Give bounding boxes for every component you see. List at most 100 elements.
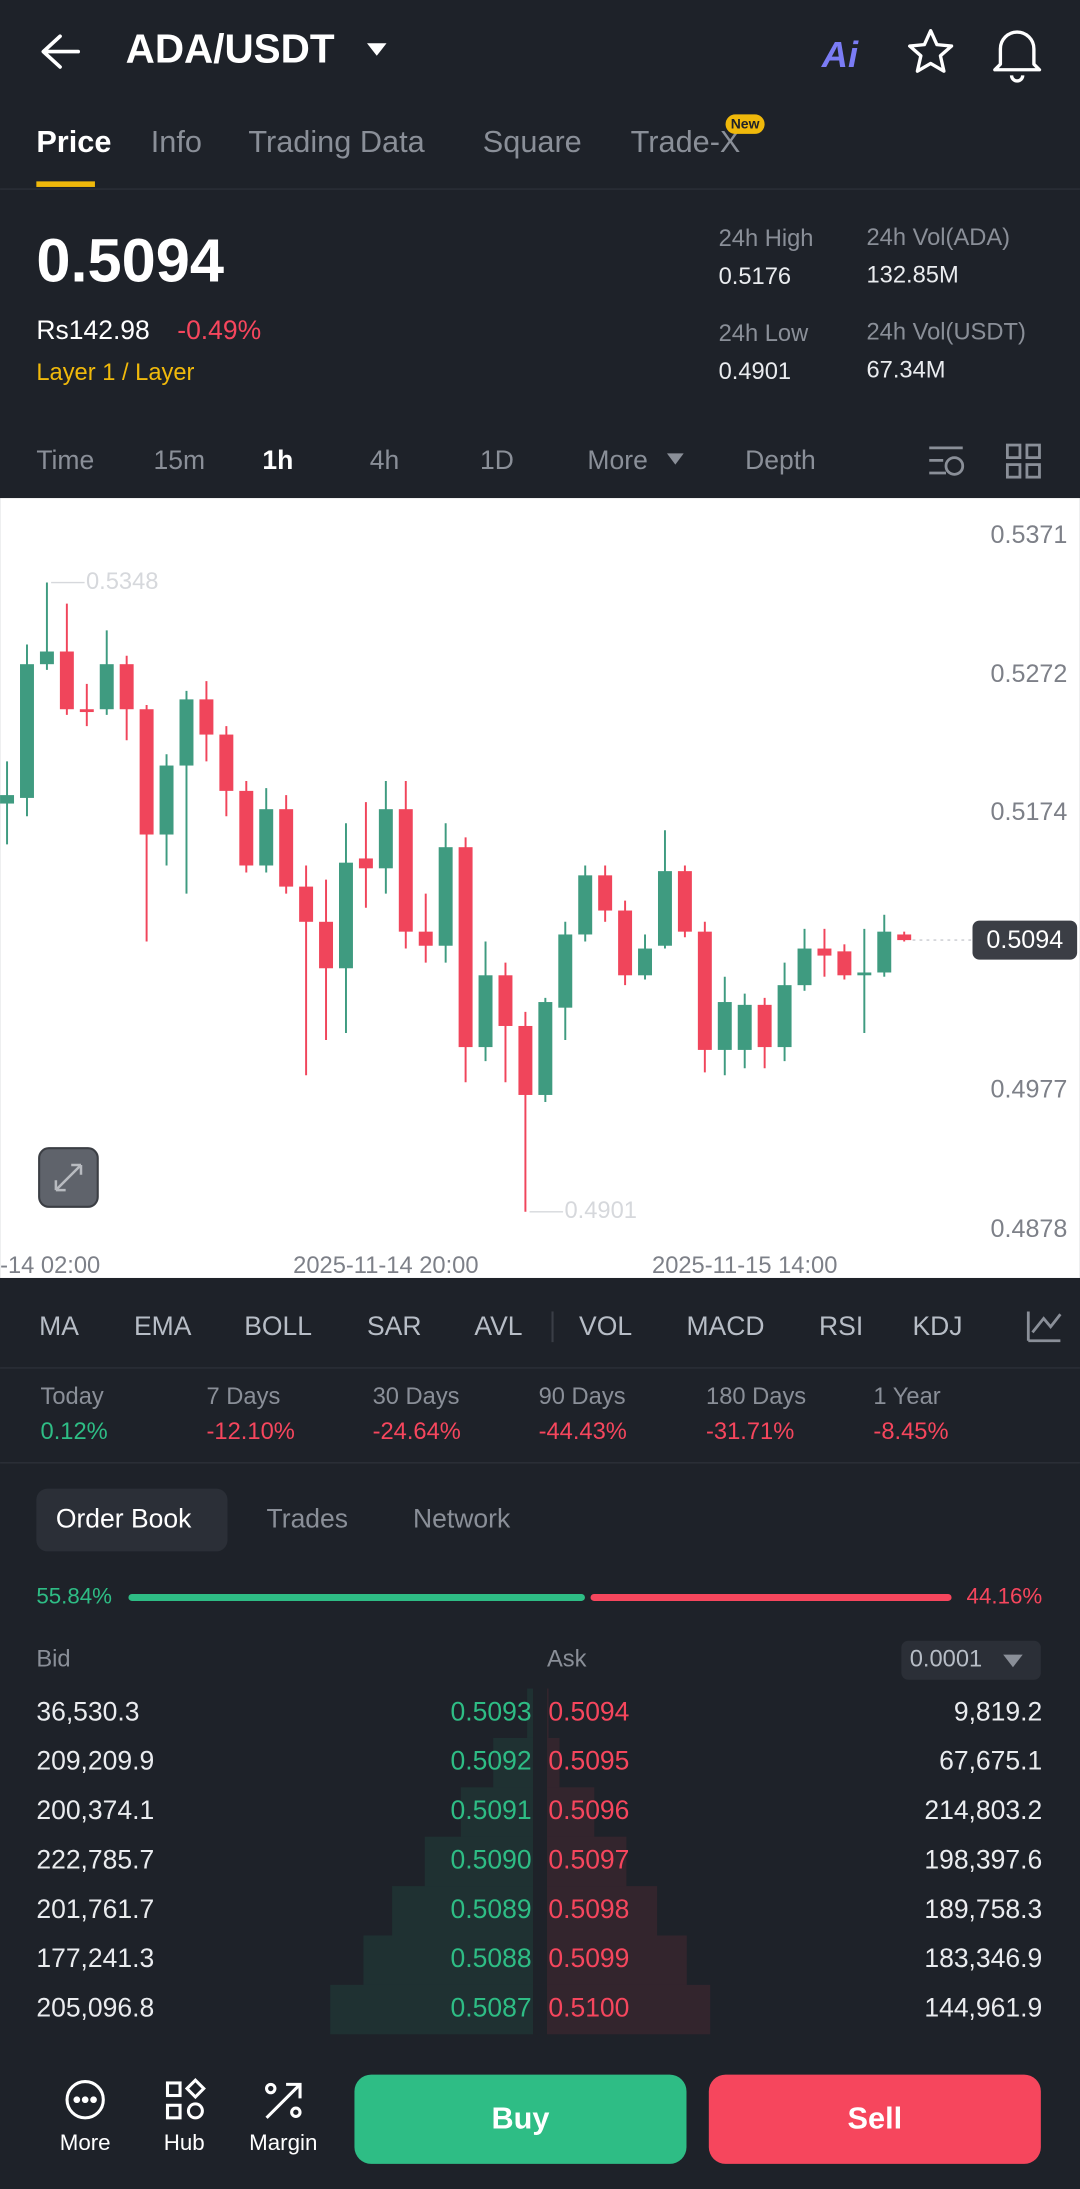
candle-body	[20, 664, 34, 798]
ask-header: Ask	[547, 1647, 587, 1673]
y-tick-label: 0.5371	[991, 521, 1068, 549]
back-button[interactable]	[41, 34, 81, 69]
candle-body	[618, 910, 633, 976]
stat-label: 24h Low	[719, 321, 809, 347]
sector-tag[interactable]: Layer 1 / Layer	[36, 360, 194, 386]
indicator[interactable]: MACD	[686, 1311, 764, 1341]
bid-price: 0.5090	[451, 1844, 532, 1874]
pair-title[interactable]: ADA/USDT	[126, 25, 335, 71]
precision-select[interactable]	[901, 1640, 1041, 1680]
y-tick-label: 0.5174	[991, 798, 1068, 826]
candle-body	[558, 934, 573, 1008]
candle-body	[79, 709, 94, 713]
candle-body	[59, 651, 74, 710]
ask-price: 0.5095	[548, 1746, 629, 1776]
sell-button[interactable]	[708, 2074, 1041, 2164]
bid-ratio: 55.84%	[36, 1583, 112, 1608]
more-icon[interactable]	[65, 2080, 105, 2120]
margin-icon[interactable]	[265, 2082, 302, 2119]
layout-button[interactable]	[1005, 443, 1041, 479]
indicator[interactable]: BOLL	[244, 1311, 312, 1341]
candle-body	[239, 790, 254, 866]
period-change: -31.71%	[706, 1419, 794, 1445]
interval[interactable]: 4h	[370, 445, 399, 475]
stat-value: 67.34M	[866, 357, 945, 383]
book-tab[interactable]: Network	[413, 1504, 511, 1534]
candle-body	[259, 809, 274, 866]
bid-depth	[392, 1886, 534, 1936]
candle-body	[638, 948, 653, 976]
candle-body	[299, 886, 314, 922]
buy-button[interactable]	[354, 2074, 687, 2164]
candle-body	[179, 699, 194, 766]
candle-body	[837, 951, 852, 976]
tab[interactable]: Trading Data	[248, 124, 425, 159]
pair-dropdown[interactable]	[367, 43, 387, 56]
alert-button[interactable]	[993, 30, 1042, 83]
indicator[interactable]: AVL	[474, 1311, 522, 1341]
candle-body	[677, 871, 692, 932]
bottom-button-label[interactable]: Margin	[249, 2130, 317, 2155]
hub-icon[interactable]	[165, 2078, 206, 2120]
indicator-settings-button[interactable]	[1026, 1311, 1062, 1343]
precision-arrow	[1003, 1654, 1023, 1668]
candle-body	[39, 651, 54, 665]
bid-quantity: 222,785.7	[36, 1844, 154, 1874]
tab[interactable]: Info	[151, 124, 202, 159]
ask-price: 0.5100	[548, 1993, 629, 2023]
bottom-button-label[interactable]: Hub	[164, 2130, 205, 2155]
indicator[interactable]: VOL	[579, 1311, 632, 1341]
candle-body	[518, 1025, 533, 1095]
interval[interactable]: 1h	[262, 445, 293, 475]
candle-body	[737, 1004, 752, 1050]
candle-body	[139, 709, 154, 835]
period-change: 0.12%	[41, 1419, 108, 1445]
candle-body	[538, 1002, 553, 1095]
buy-label[interactable]: Buy	[491, 2101, 549, 2136]
ask-quantity: 9,819.2	[954, 1696, 1042, 1726]
period-change: -44.43%	[539, 1419, 627, 1445]
candle-body	[717, 1002, 732, 1050]
period-change: -24.64%	[373, 1419, 461, 1445]
interval[interactable]: 15m	[154, 445, 206, 475]
precision-value[interactable]: 0.0001	[910, 1647, 983, 1673]
indicator[interactable]: MA	[39, 1311, 79, 1341]
interval[interactable]: More	[587, 445, 647, 475]
ask-depth	[546, 1935, 687, 1985]
favorite-button[interactable]	[908, 29, 954, 73]
interval[interactable]: Time	[36, 445, 94, 475]
bid-header: Bid	[36, 1647, 70, 1673]
stat-value: 0.4901	[719, 359, 792, 385]
book-tab[interactable]: Trades	[267, 1504, 348, 1534]
bottom-button-label[interactable]: More	[60, 2130, 111, 2155]
interval[interactable]: 1D	[480, 445, 514, 475]
candle-body	[398, 809, 413, 932]
book-tab[interactable]: Order Book	[56, 1504, 192, 1534]
sell-label[interactable]: Sell	[848, 2101, 903, 2136]
candle-body	[378, 809, 393, 869]
bid-quantity: 36,530.3	[36, 1696, 139, 1726]
candle-body	[319, 921, 334, 969]
fullscreen-button[interactable]	[38, 1147, 99, 1208]
indicator[interactable]: SAR	[367, 1311, 422, 1341]
last-price-tag-text: 0.5094	[986, 926, 1063, 954]
active-tab-underline	[36, 181, 95, 187]
tab[interactable]: Trade-X	[631, 124, 741, 159]
more-arrow	[666, 453, 684, 465]
tab[interactable]: Price	[36, 124, 111, 159]
indicator[interactable]: KDJ	[913, 1311, 963, 1341]
interval[interactable]: Depth	[745, 445, 816, 475]
candle-body	[279, 809, 294, 887]
tab[interactable]: Square	[483, 124, 582, 159]
indicator[interactable]: RSI	[819, 1311, 863, 1341]
candle-body	[857, 972, 872, 976]
bid-price: 0.5091	[451, 1795, 532, 1825]
bid-depth	[330, 1984, 534, 2035]
chart-settings-button[interactable]	[929, 446, 965, 476]
ai-button[interactable]: Ai	[821, 34, 859, 75]
indicator[interactable]: EMA	[134, 1311, 192, 1341]
candle-body	[498, 975, 513, 1026]
new-badge-text: New	[731, 116, 760, 132]
new-badge	[725, 114, 765, 134]
ask-depth	[546, 1688, 549, 1738]
